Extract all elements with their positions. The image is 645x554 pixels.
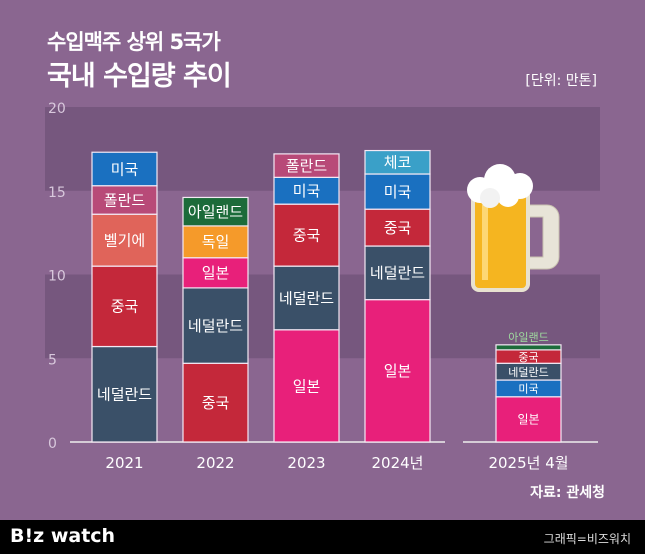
x-category-label: 2024년 [372,454,424,472]
segment-label: 일본 [384,362,412,380]
bar-segment [182,225,249,259]
bar-segment [91,185,158,215]
bar-segment [364,299,431,443]
segment-label: 네덜란드 [370,264,425,282]
segment-label: 중국 [202,394,230,412]
bar-segment [495,396,562,443]
bizwatch-logo: B!z watch [10,525,116,547]
bar-segment [273,203,340,267]
bar-segment [182,196,249,227]
y-tick-label: 15 [48,185,66,201]
bar-segment [495,344,562,351]
segment-label: 네덜란드 [508,366,548,379]
segment-label: 일본 [202,264,230,282]
segment-label: 중국 [518,351,538,364]
bar-segment [364,245,431,301]
x-category-label: 2021 [105,454,143,472]
segment-label: 중국 [111,298,139,316]
segment-label: 네덜란드 [279,289,334,307]
bar-segment [273,153,340,178]
segment-label: 아일랜드 [188,203,243,221]
bar-segment [91,213,158,267]
segment-label: 일본 [517,413,539,427]
source-label: 자료: 관세청 [530,485,605,501]
bar-segment [182,362,249,443]
segment-label: 독일 [202,233,230,251]
unit-label: [단위: 만톤] [525,73,597,89]
segment-label: 벨기에 [104,232,145,250]
x-category-label: 2025년 4월 [488,454,568,472]
bar-segment [182,287,249,364]
bar-segment [364,149,431,175]
x-category-label: 2022 [196,454,234,472]
footer: B!z watch 그래픽=비즈워치 [0,520,645,554]
segment-label: 중국 [293,227,321,245]
segment-label: 네덜란드 [97,386,152,404]
bar-segment [273,329,340,443]
stacked-bar-chart: 05101520네덜란드중국벨기에폴란드미국2021중국네덜란드일본독일아일랜드… [45,101,600,472]
title-line1: 수입맥주 상위 5국가 [47,30,221,54]
segment-label: 체코 [384,154,412,172]
beer-mug-icon [467,164,560,292]
segment-label: 미국 [384,183,412,201]
y-tick-label: 0 [48,436,57,452]
segment-label: 폴란드 [286,157,328,175]
y-tick-label: 5 [48,352,57,368]
segment-label: 미국 [293,182,321,200]
segment-label: 미국 [111,160,139,178]
bar-segment [91,265,158,348]
segment-label: 아일랜드 [508,330,548,344]
segment-label: 중국 [384,219,412,237]
bar-segment [273,265,340,331]
bar-segment [273,176,340,205]
segment-label: 폴란드 [104,191,146,209]
segment-label: 일본 [293,377,321,395]
y-tick-label: 10 [48,269,66,285]
y-tick-label: 20 [48,101,66,117]
credit-label: 그래픽=비즈워치 [543,532,631,546]
segment-label: 네덜란드 [188,317,243,335]
x-category-label: 2023 [287,454,325,472]
title-line2: 국내 수입량 추이 [47,61,232,92]
bar-segment [91,151,158,187]
segment-label: 미국 [518,383,538,396]
